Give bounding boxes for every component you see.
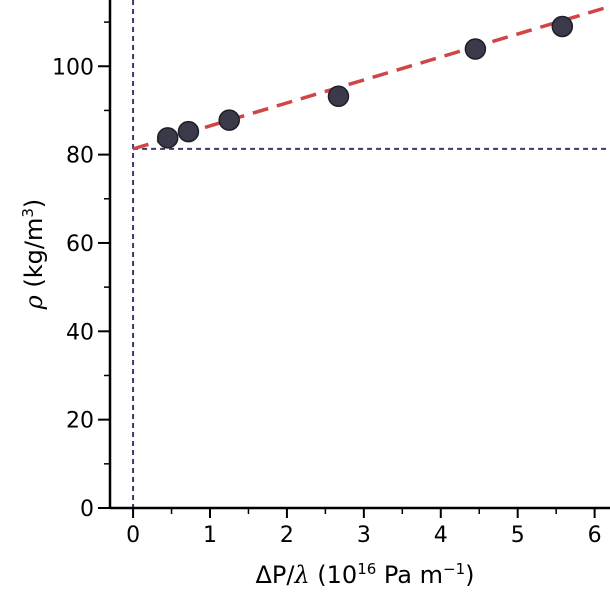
x-tick-label: 4 — [434, 523, 448, 548]
data-point — [551, 15, 574, 38]
x-tick-label: 0 — [126, 523, 140, 548]
axes — [108, 0, 610, 510]
y-tick-label: 0 — [80, 497, 94, 522]
data-point — [156, 127, 179, 149]
y-ticks: 0 20 40 60 80 100 — [52, 21, 110, 522]
x-tick-label: 2 — [280, 523, 294, 548]
x-tick-label: 5 — [511, 523, 525, 548]
data-point — [218, 109, 240, 131]
reference-lines — [132, 0, 610, 508]
x-tick-label: 3 — [357, 523, 371, 548]
x-ticks: 0 1 2 3 4 5 6 — [126, 508, 602, 548]
data-point — [327, 85, 350, 108]
data-point — [464, 38, 487, 60]
fit-line — [132, 4, 610, 151]
y-tick-label: 20 — [66, 409, 94, 434]
y-axis-label: ρ (kg/m3) — [19, 199, 48, 311]
x-axis-label: ΔP/λ (1016 Pa m−1) — [255, 560, 474, 589]
y-tick-label: 80 — [66, 144, 94, 169]
fit-line-group — [132, 4, 610, 151]
data-points — [156, 15, 574, 149]
data-point — [177, 120, 200, 143]
y-tick-label: 60 — [66, 232, 94, 257]
x-tick-label: 6 — [588, 523, 602, 548]
x-tick-label: 1 — [203, 523, 217, 548]
y-tick-label: 100 — [52, 55, 94, 80]
y-tick-label: 40 — [66, 320, 94, 345]
